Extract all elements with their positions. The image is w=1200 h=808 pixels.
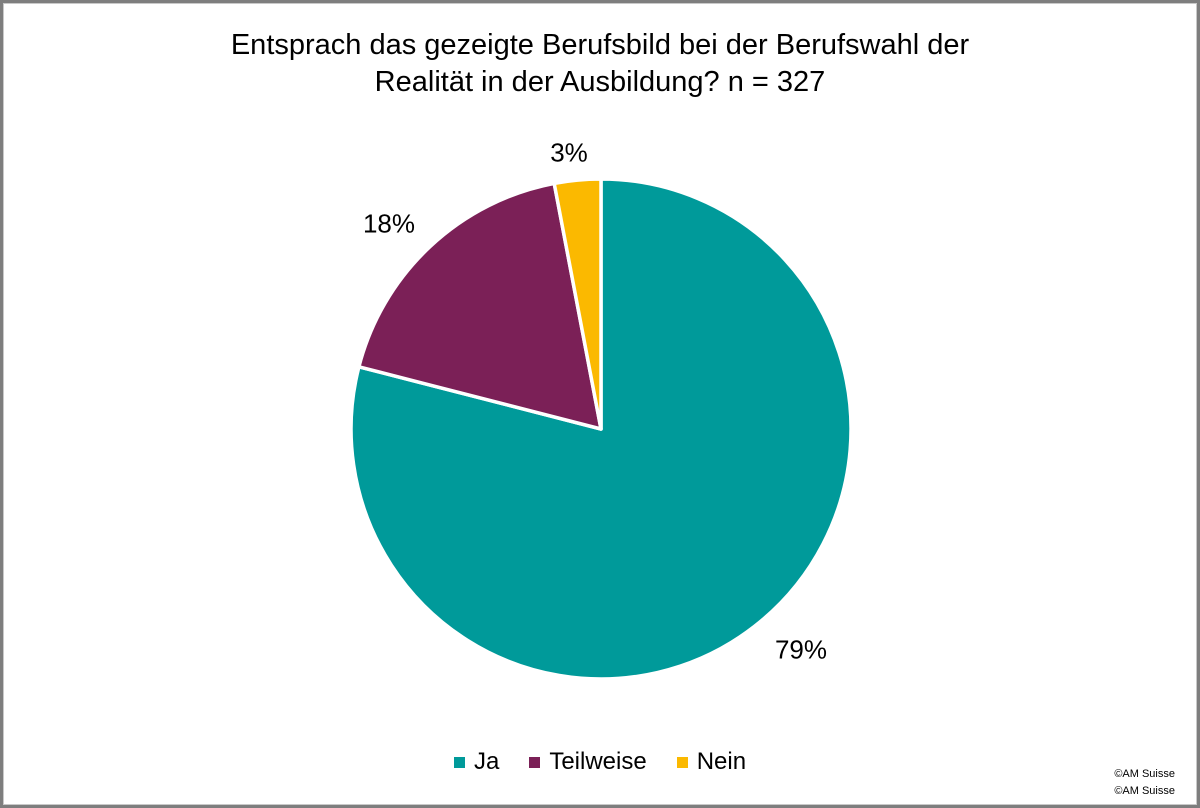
slice-label-ja: 79%: [774, 634, 828, 665]
legend-swatch-ja: [453, 756, 465, 768]
legend-label-ja: Ja: [473, 748, 500, 775]
chart-title: Entsprach das gezeigte Berufsbild bei de…: [3, 27, 1197, 101]
copyright-line2: ©AM Suisse: [1114, 785, 1175, 797]
chart-legend: Ja Teilweise Nein: [3, 750, 1197, 774]
legend-label-teilweise: Teilweise: [549, 748, 647, 775]
pie-slice-teilweise: [357, 181, 603, 431]
legend-item-nein: Nein: [676, 748, 747, 775]
chart-title-line2: Realität in der Ausbildung? n = 327: [374, 66, 826, 98]
copyright-credits: ©AM Suisse ©AM Suisse: [1114, 766, 1175, 800]
slice-label-teilweise: 18%: [362, 208, 416, 239]
legend-item-ja: Ja: [453, 748, 500, 775]
copyright-line1: ©AM Suisse: [1114, 768, 1175, 780]
pie-slice-nein: [552, 177, 603, 431]
legend-item-teilweise: Teilweise: [529, 748, 647, 775]
chart-title-line1: Entsprach das gezeigte Berufsbild bei de…: [230, 29, 970, 61]
slice-label-nein: 3%: [550, 137, 588, 168]
legend-swatch-teilweise: [529, 756, 541, 768]
pie-chart: [349, 177, 853, 681]
legend-label-nein: Nein: [696, 748, 747, 775]
legend-swatch-nein: [676, 756, 688, 768]
